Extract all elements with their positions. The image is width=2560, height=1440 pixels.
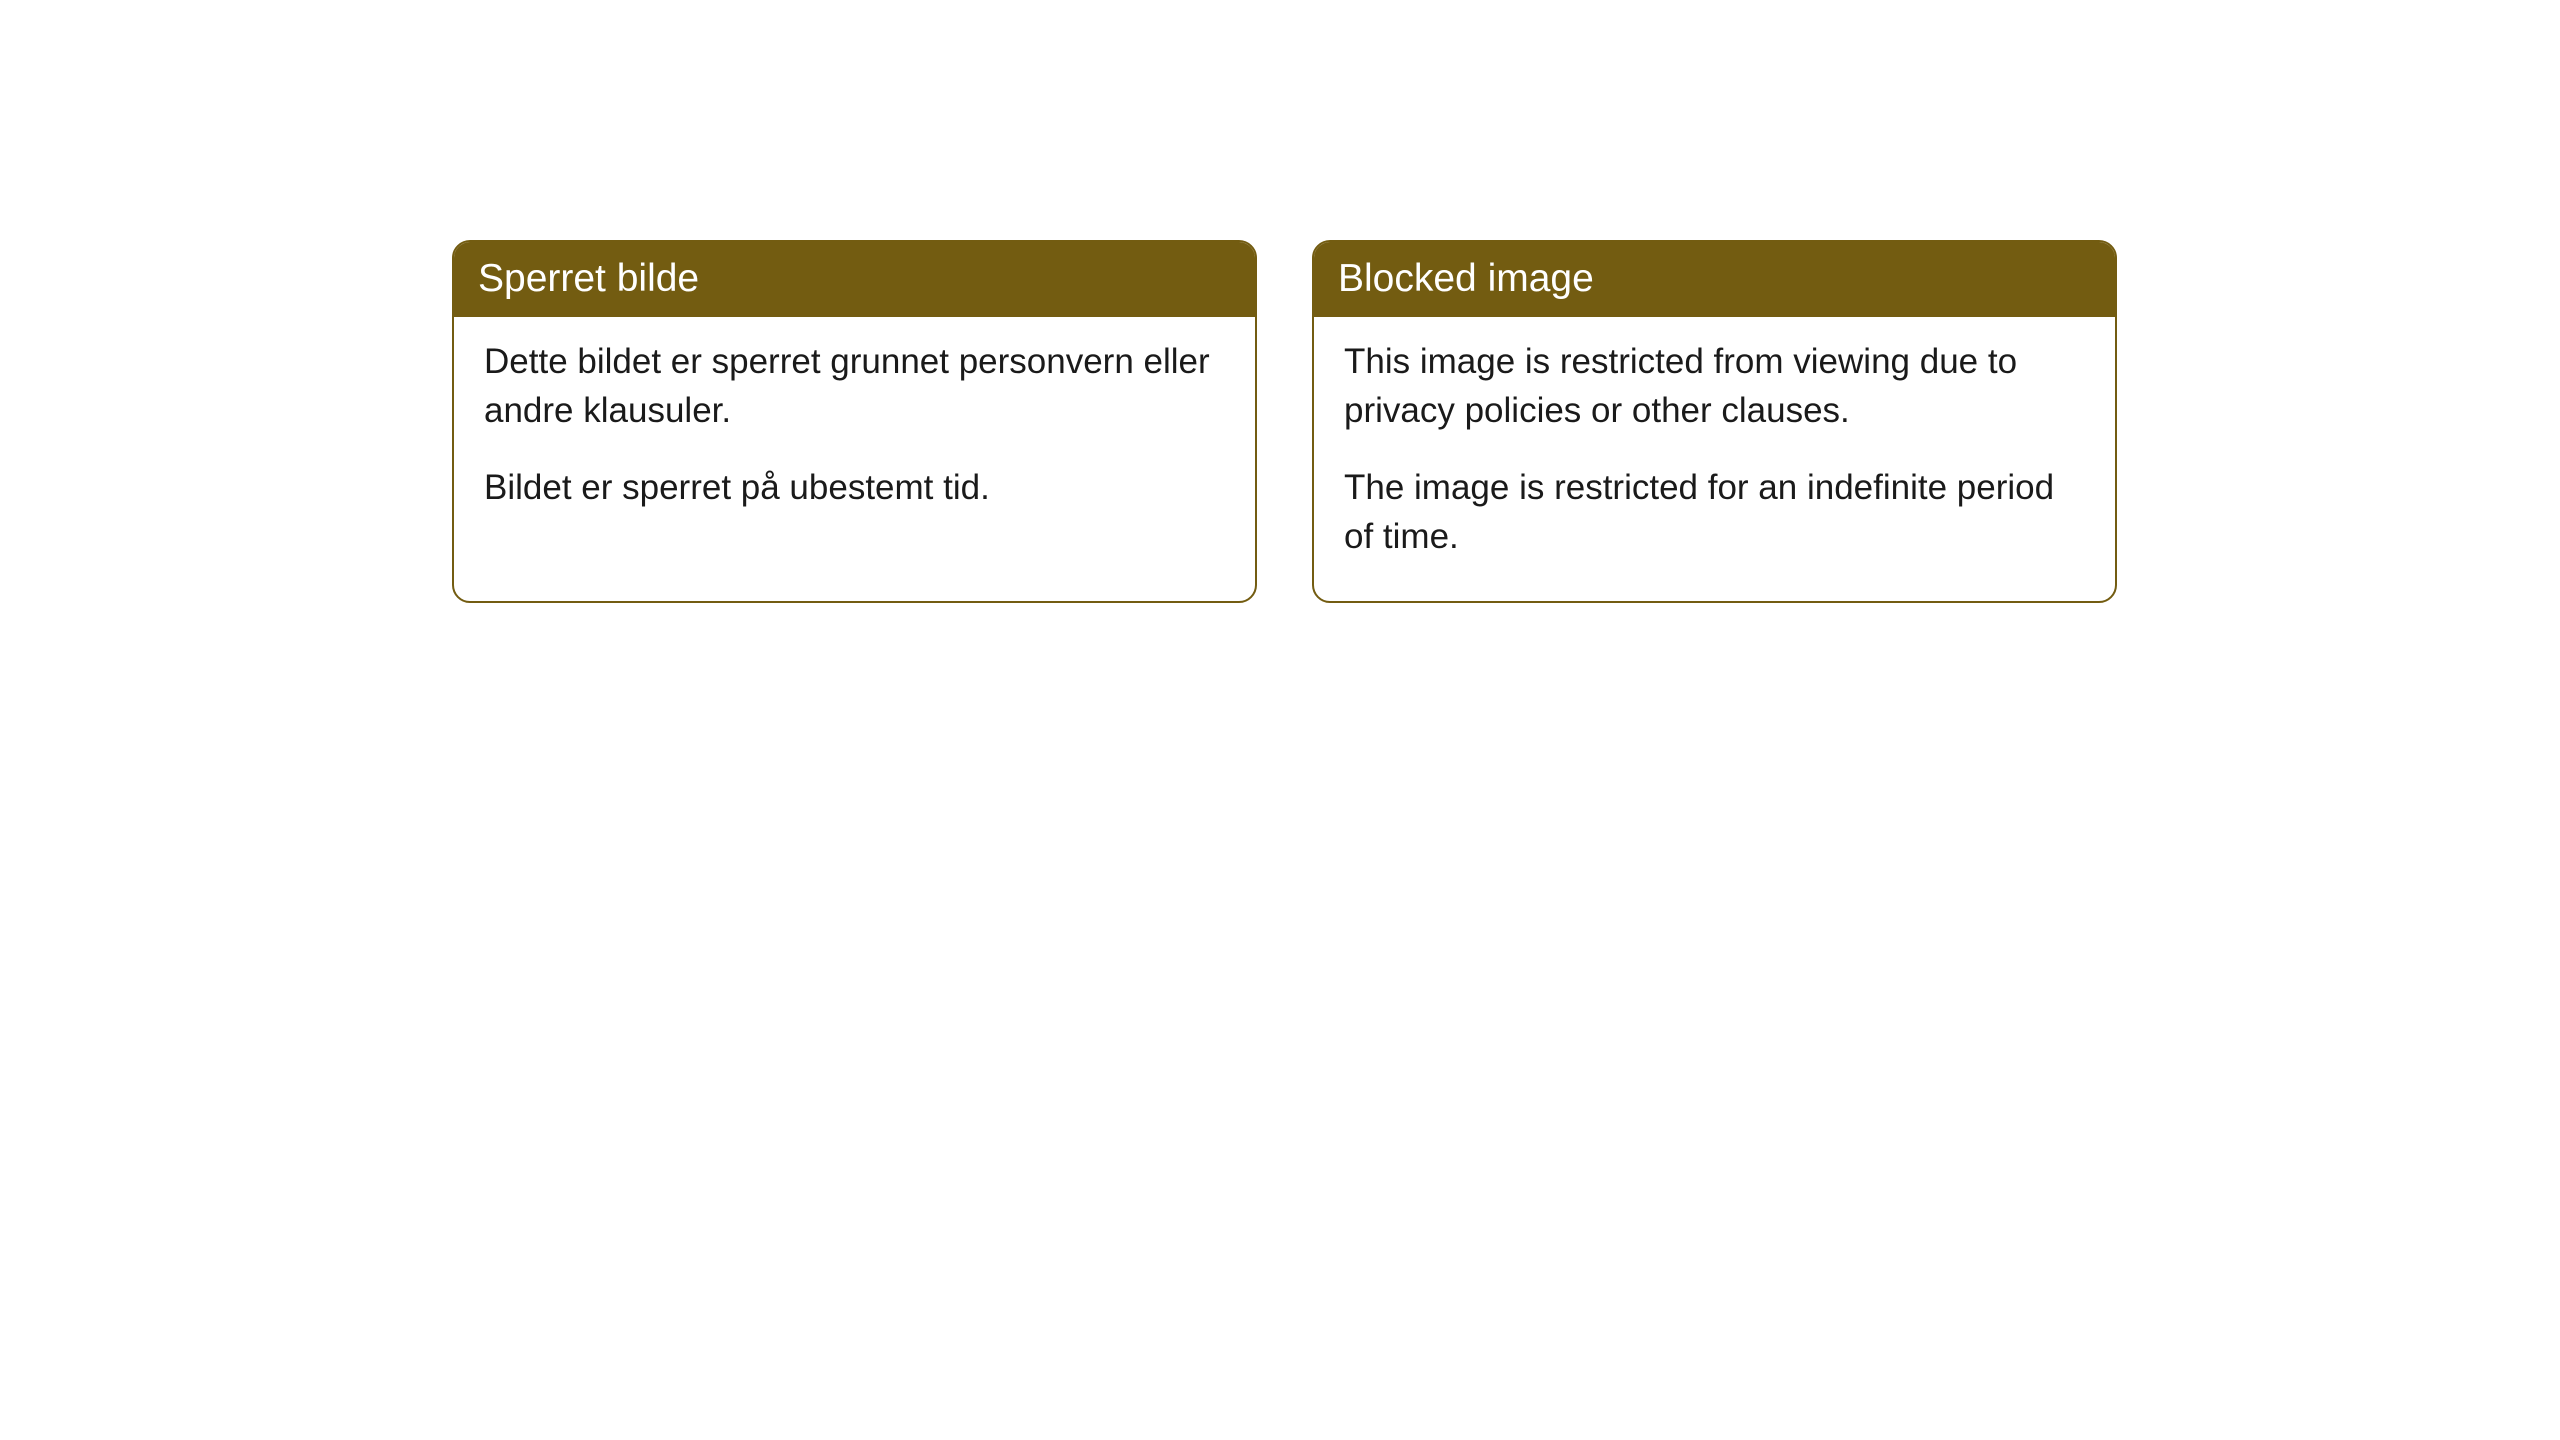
card-paragraph-2: The image is restricted for an indefinit… [1344, 463, 2085, 561]
card-paragraph-1: This image is restricted from viewing du… [1344, 337, 2085, 435]
cards-container: Sperret bilde Dette bildet er sperret gr… [0, 0, 2560, 603]
card-paragraph-2: Bildet er sperret på ubestemt tid. [484, 463, 1225, 512]
card-title: Blocked image [1314, 242, 2115, 317]
card-body: Dette bildet er sperret grunnet personve… [454, 317, 1255, 552]
card-paragraph-1: Dette bildet er sperret grunnet personve… [484, 337, 1225, 435]
card-body: This image is restricted from viewing du… [1314, 317, 2115, 601]
blocked-image-card-english: Blocked image This image is restricted f… [1312, 240, 2117, 603]
card-title: Sperret bilde [454, 242, 1255, 317]
blocked-image-card-norwegian: Sperret bilde Dette bildet er sperret gr… [452, 240, 1257, 603]
